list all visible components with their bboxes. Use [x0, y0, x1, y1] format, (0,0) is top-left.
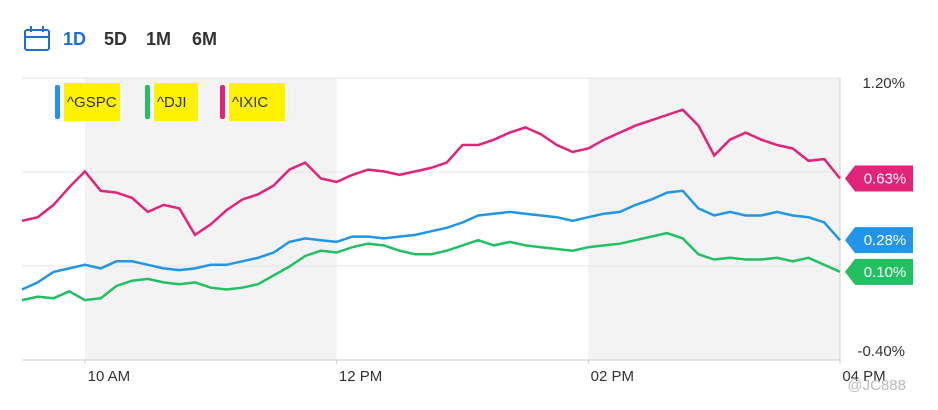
x-tick-label: 02 PM: [591, 368, 634, 385]
value-badge: [845, 165, 913, 192]
legend-item[interactable]: ^GSPC: [54, 82, 124, 122]
value-badge: [845, 227, 913, 254]
y-tick-label: 1.20%: [862, 75, 905, 92]
legend-label: ^IXIC: [232, 94, 268, 111]
value-label: 0.63%: [864, 170, 907, 187]
series-line: [21, 189, 841, 291]
legend-highlight: [64, 83, 120, 121]
legend-swatch: [55, 85, 60, 119]
value-label: 0.10%: [864, 264, 907, 281]
legend-highlight: [229, 83, 285, 121]
range-tab[interactable]: 1D: [63, 29, 86, 49]
x-tick-label: 12 PM: [339, 368, 382, 385]
legend-item[interactable]: ^DJI: [144, 82, 202, 122]
legend-swatch: [220, 85, 225, 119]
legend-item[interactable]: ^IXIC: [219, 82, 289, 122]
x-tick-label: 04 PM: [842, 368, 885, 385]
value-badge: [845, 258, 913, 285]
range-tab[interactable]: 5D: [104, 29, 127, 49]
watermark: @JC888: [847, 377, 906, 394]
legend-swatch: [145, 85, 150, 119]
series-line: [21, 231, 841, 302]
legend-highlight: [154, 83, 198, 121]
y-tick-label: -0.40%: [857, 343, 905, 360]
calendar-body: [24, 29, 50, 51]
legend-label: ^GSPC: [67, 94, 117, 111]
value-label: 0.28%: [864, 232, 907, 249]
legend-label: ^DJI: [157, 94, 187, 111]
shaded-band: [84, 78, 337, 360]
calendar-icon[interactable]: [24, 26, 50, 51]
series-line: [21, 108, 841, 237]
range-tab[interactable]: 1M: [146, 29, 171, 49]
x-tick-label: 10 AM: [88, 368, 131, 385]
range-tab[interactable]: 6M: [192, 29, 217, 49]
shaded-band: [588, 78, 840, 360]
